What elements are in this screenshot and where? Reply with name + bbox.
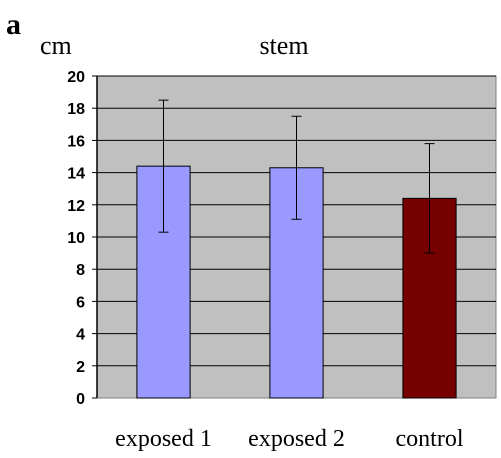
y-tick-label: 18 [67,101,85,118]
bar-exposed-2 [269,167,324,399]
x-category-label: control [396,426,464,452]
y-tick-label: 6 [76,294,85,311]
y-tick-label: 8 [76,262,85,279]
y-axis-ticks: 0 2 4 6 8 10 12 14 16 18 20 [67,69,97,408]
y-tick-label: 2 [76,359,85,376]
y-tick-label: 20 [67,69,85,86]
y-axis-unit-label: cm [40,31,72,60]
y-tick-label: 16 [67,133,85,150]
x-category-label: exposed 1 [115,426,212,452]
y-tick-label: 0 [76,391,85,408]
error-bars [158,99,435,254]
x-axis-labels: exposed 1 exposed 2 control [115,426,464,452]
y-tick-label: 12 [67,198,85,215]
y-tick-label: 4 [76,327,85,344]
x-category-label: exposed 2 [248,426,345,452]
y-tick-label: 10 [67,230,85,247]
chart-title: stem [259,31,308,60]
y-tick-label: 14 [67,166,85,183]
panel-label: a [6,8,21,41]
